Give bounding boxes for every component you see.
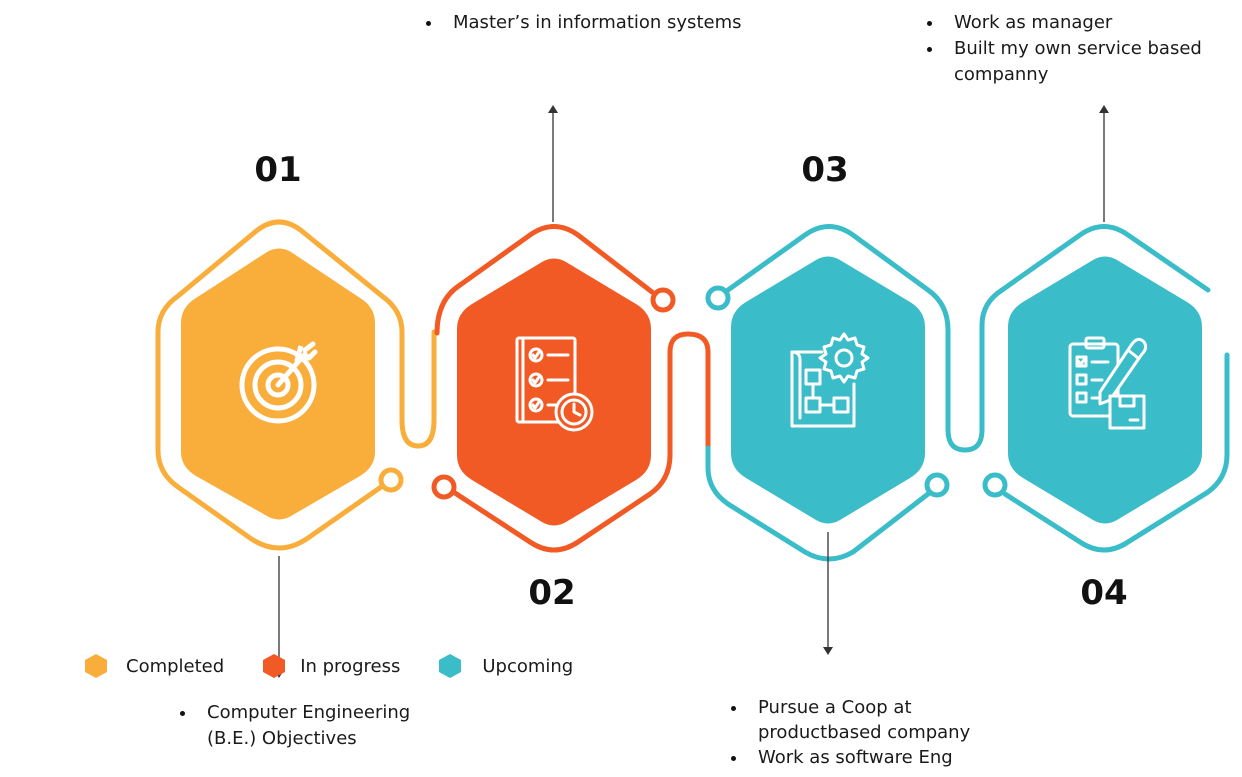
step-02-number: 02 [528, 573, 576, 613]
bullet-line: Pursue a Coop at [758, 697, 912, 718]
bullet-item: Work as software Eng [728, 745, 970, 770]
step-01-number: 01 [254, 150, 302, 190]
bullet-line: Built my own service based [954, 38, 1202, 59]
bullet-item: Master’s in information systems [423, 10, 741, 36]
step-03-number: 03 [801, 150, 849, 190]
blueprint-gear-icon [790, 332, 870, 428]
target-icon [239, 341, 318, 424]
step-04-number: 04 [1080, 573, 1128, 613]
bullet-item: Pursue a Coop at productbased company [728, 695, 970, 745]
bullet-line: companny [954, 64, 1049, 85]
hexagon-icon [439, 654, 462, 678]
hexagon-icon [263, 654, 286, 678]
legend-item-completed: Completed [82, 652, 224, 680]
step-01-bullets: Computer Engineering (B.E.) Objectives [177, 700, 410, 752]
legend-label: In progress [300, 655, 401, 677]
step-04-shape [979, 224, 1230, 553]
legend-label: Upcoming [482, 655, 574, 677]
step-03-shape [705, 224, 985, 562]
clipboard-pencil-box-icon [1068, 336, 1148, 430]
legend-item-upcoming: Upcoming [436, 652, 573, 680]
bullet-item: Computer Engineering (B.E.) Objectives [177, 700, 410, 752]
step-04-bullets: Work as manager Built my own service bas… [924, 10, 1202, 88]
legend-item-in-progress: In progress [260, 652, 400, 680]
step-02-shape [431, 224, 711, 553]
step-02-bullets: Master’s in information systems [423, 10, 741, 36]
legend-label: Completed [126, 655, 225, 677]
hexagon-icon [85, 654, 107, 678]
step-03-bullets: Pursue a Coop at productbased company Wo… [728, 695, 970, 770]
step-01-shape [155, 219, 437, 551]
bullet-line: Computer Engineering [207, 702, 411, 723]
bullet-item: Built my own service based companny [924, 36, 1202, 88]
checklist-clock-icon [515, 336, 594, 432]
bullet-item: Work as manager [924, 10, 1202, 36]
bullet-line: productbased company [758, 722, 971, 743]
bullet-line: (B.E.) Objectives [207, 728, 357, 749]
legend: Completed In progress Upcoming [82, 652, 609, 680]
